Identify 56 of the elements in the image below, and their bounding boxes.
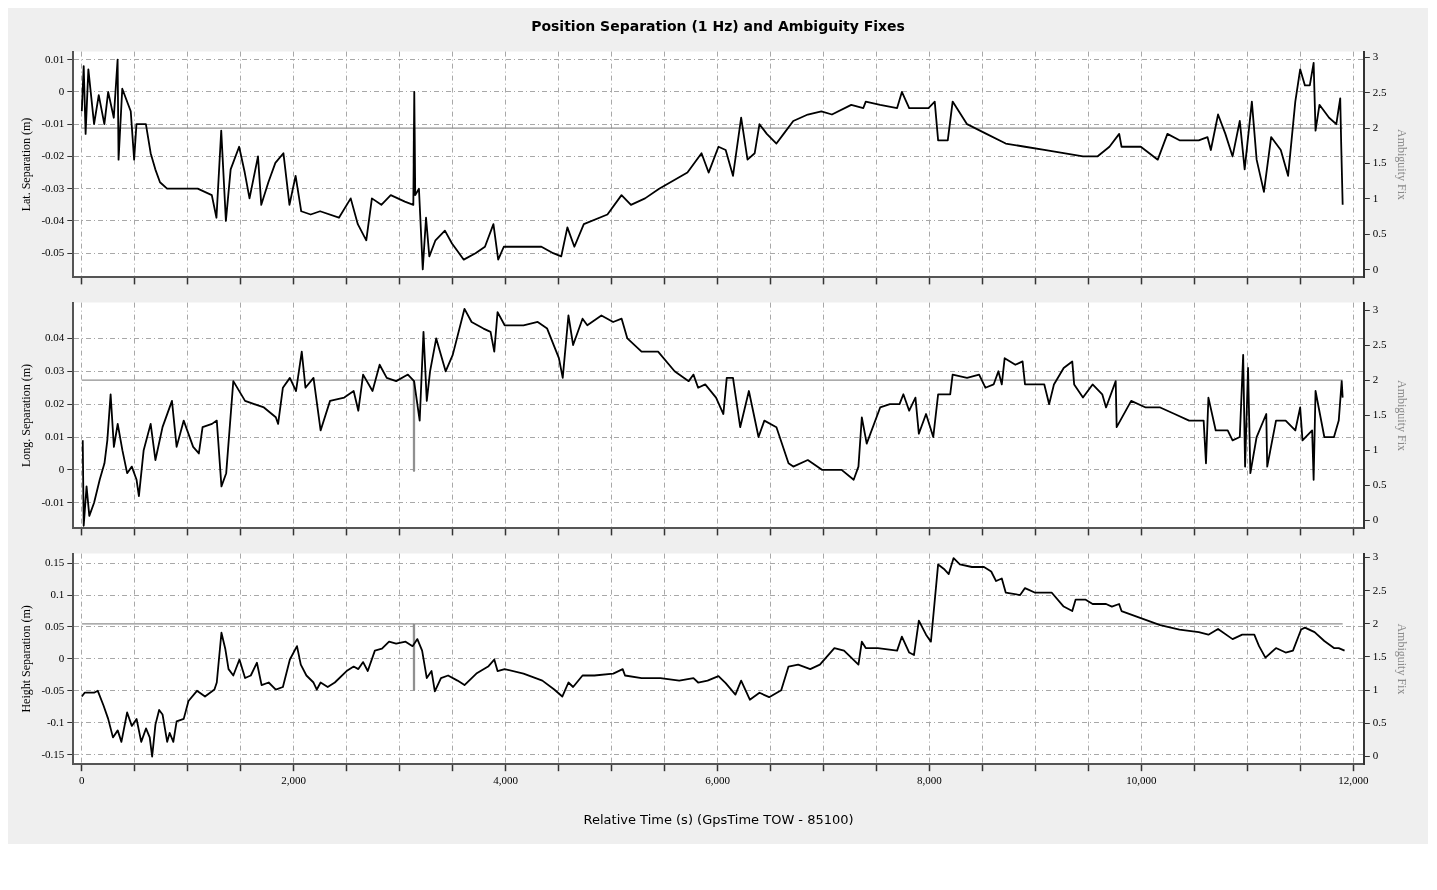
y2-tick-label: 0 <box>1372 262 1379 275</box>
y2-tick-label: 1.5 <box>1372 156 1388 169</box>
y2-tick-label: 1 <box>1372 442 1379 455</box>
y2-tick-label: 0.5 <box>1372 477 1388 490</box>
y2-tick-label: 2 <box>1372 120 1379 133</box>
y2-tick-label: 1 <box>1372 191 1379 204</box>
x-tick-label: 6,000 <box>705 773 731 786</box>
y2-tick-label: 2 <box>1372 373 1379 386</box>
x-tick-label: 12,000 <box>1338 773 1369 786</box>
y-tick-label: -0.04 <box>41 213 65 226</box>
y2-axis-title: Ambiguity Fix <box>1394 379 1409 452</box>
y2-tick-label: 1.5 <box>1372 408 1388 421</box>
y-tick-label: -0.01 <box>41 117 65 130</box>
y-tick-label: 0.02 <box>45 397 65 410</box>
y-tick-label: 0.15 <box>45 556 65 569</box>
y2-tick-label: 0.5 <box>1372 227 1388 240</box>
y-tick-label: 0 <box>58 651 65 664</box>
y2-tick-label: 2.5 <box>1372 583 1388 596</box>
y-tick-label: -0.01 <box>41 495 65 508</box>
y2-tick-label: 3 <box>1372 550 1379 563</box>
y2-tick-label: 1.5 <box>1372 649 1388 662</box>
y-tick-label: -0.02 <box>41 149 65 162</box>
y-tick-label: -0.05 <box>41 683 65 696</box>
y-tick-label: 0.05 <box>45 619 65 632</box>
y-tick-label: -0.05 <box>41 246 65 259</box>
x-tick-label: 10,000 <box>1126 773 1157 786</box>
x-tick-label: 0 <box>79 773 86 786</box>
y-tick-label: -0.1 <box>46 715 65 728</box>
y2-tick-label: 3 <box>1372 303 1379 316</box>
chart-title: Position Separation (1 Hz) and Ambiguity Fixes <box>530 17 906 36</box>
y2-tick-label: 0 <box>1372 512 1379 525</box>
y2-tick-label: 1 <box>1372 682 1379 695</box>
y2-tick-label: 2.5 <box>1372 85 1388 98</box>
y-tick-label: 0 <box>58 462 65 475</box>
y2-axis-title: Ambiguity Fix <box>1394 128 1409 201</box>
y-axis-title: Height Separation (m) <box>19 605 34 713</box>
x-tick-label: 4,000 <box>493 773 519 786</box>
x-tick-label: 8,000 <box>917 773 943 786</box>
x-tick-label: 2,000 <box>281 773 307 786</box>
y2-tick-label: 0 <box>1372 749 1379 762</box>
y2-tick-label: 2 <box>1372 616 1379 629</box>
y-tick-label: 0.1 <box>50 587 65 600</box>
y2-tick-label: 3 <box>1372 50 1379 63</box>
y-tick-label: -0.15 <box>41 747 65 760</box>
y-axis-title: Lat. Separation (m) <box>19 117 34 212</box>
y-axis-title: Long. Separation (m) <box>19 364 34 467</box>
y-tick-label: -0.03 <box>41 181 65 194</box>
y-tick-label: 0 <box>58 84 65 97</box>
y-tick-label: 0.03 <box>45 364 65 377</box>
y2-axis-title: Ambiguity Fix <box>1394 623 1409 695</box>
y2-tick-label: 2.5 <box>1372 338 1388 351</box>
y-tick-label: 0.01 <box>45 52 65 65</box>
y2-tick-label: 0.5 <box>1372 716 1388 729</box>
x-axis-title: Relative Time (s) (GpsTime TOW - 85100) <box>583 811 854 827</box>
y-tick-label: 0.04 <box>45 331 65 344</box>
y-tick-label: 0.01 <box>45 429 65 442</box>
